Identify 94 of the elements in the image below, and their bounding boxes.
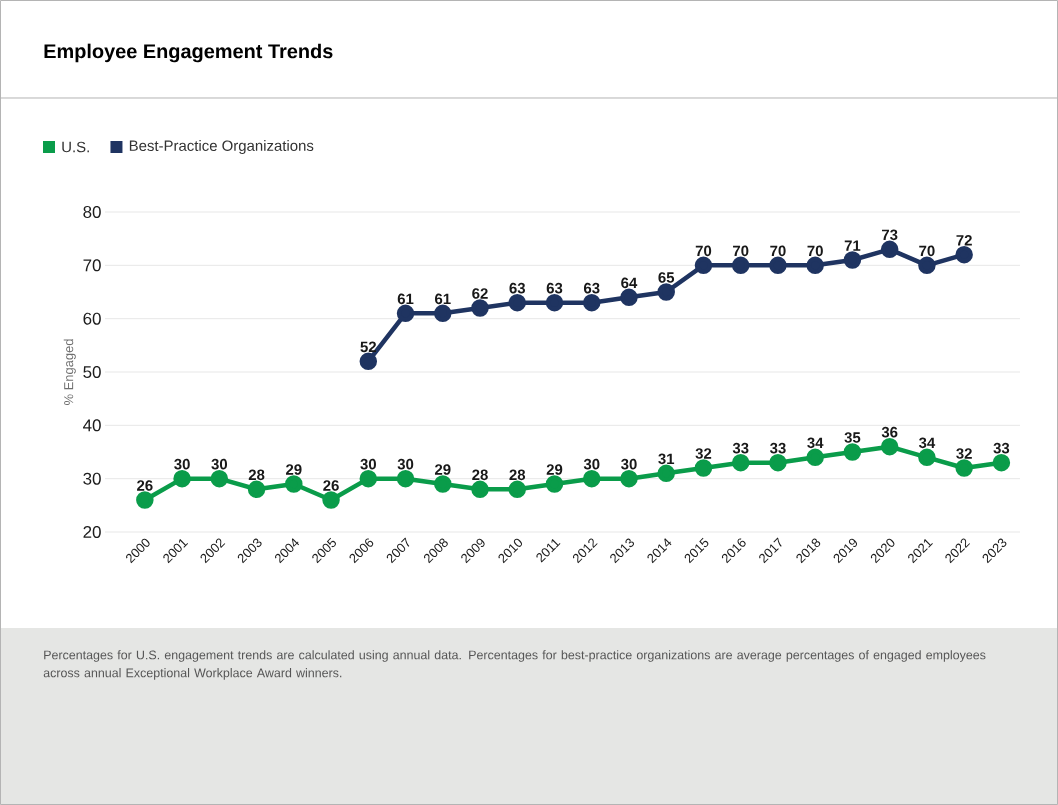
text: Percentages for U.S. engagement trends are calculated using annual data. Percentages for best-practice organizations are average percentages of engaged employees across annual Exceptional Workplace Award winners. (43, 650, 986, 680)
point (582, 293, 601, 312)
data-label: 72 (956, 235, 972, 246)
data-label: 34 (807, 437, 824, 449)
point (955, 459, 973, 477)
data-label: 63 (583, 282, 600, 294)
legend-label: U.S. (62, 141, 89, 153)
point (843, 251, 862, 269)
point (657, 464, 675, 483)
point (657, 283, 675, 301)
point (769, 256, 787, 275)
point (359, 469, 378, 488)
point (247, 480, 266, 499)
data-label: 70 (919, 245, 935, 257)
data-label: 26 (323, 480, 339, 491)
data-label: 33 (769, 442, 786, 454)
data-label: 29 (286, 464, 302, 475)
data-label: 63 (509, 282, 526, 294)
data-label: 28 (248, 469, 265, 481)
point (620, 469, 638, 488)
chart-title: Employee Engagement Trends (44, 43, 333, 63)
data-label: 70 (695, 245, 712, 257)
data-label: 30 (621, 458, 637, 470)
y-tick-label: 80 (83, 206, 101, 218)
data-label: 28 (509, 469, 526, 481)
y-axis-title: % Engaged (63, 339, 76, 406)
data-label: 28 (472, 469, 488, 481)
data-label: 32 (695, 448, 712, 459)
data-label: 30 (211, 458, 228, 470)
point (396, 469, 415, 488)
data-label: 33 (993, 442, 1010, 454)
point (210, 469, 229, 488)
point (285, 475, 303, 493)
point (769, 453, 787, 472)
point (694, 256, 713, 275)
data-label: 73 (882, 229, 898, 241)
y-tick-label: 20 (83, 526, 101, 538)
point (471, 480, 489, 499)
data-label: 64 (621, 277, 638, 289)
data-label: 70 (733, 245, 749, 257)
point (434, 475, 452, 493)
data-label: 29 (434, 464, 451, 475)
data-label: 33 (732, 442, 749, 454)
point (620, 288, 638, 307)
point (918, 448, 936, 467)
data-label: 29 (546, 464, 563, 475)
y-tick-label: 60 (83, 312, 101, 325)
data-label: 61 (435, 293, 451, 305)
data-label: 34 (918, 437, 936, 449)
data-label: 71 (844, 240, 861, 251)
point (545, 475, 564, 493)
point (880, 240, 899, 259)
point (694, 459, 713, 477)
point (992, 453, 1011, 472)
data-label: 32 (956, 448, 972, 459)
point (434, 304, 452, 323)
point (136, 491, 154, 509)
point (396, 304, 415, 323)
y-tick-label: 50 (83, 366, 101, 378)
point (322, 491, 340, 509)
point (731, 453, 750, 472)
point (806, 256, 824, 275)
y-tick-label: 30 (83, 472, 101, 485)
data-label: 35 (844, 432, 861, 443)
point (806, 448, 824, 467)
point (545, 293, 564, 312)
point (582, 469, 601, 488)
y-tick-label: 40 (83, 419, 101, 432)
data-label: 62 (472, 288, 488, 299)
point (508, 293, 527, 312)
data-label: 30 (174, 458, 190, 470)
point (880, 437, 899, 456)
point (955, 245, 973, 264)
data-label: 61 (397, 293, 414, 305)
y-tick-label: 70 (83, 259, 101, 272)
point (173, 469, 191, 488)
point (359, 352, 378, 371)
point (918, 256, 936, 275)
data-label: 65 (658, 272, 675, 283)
data-label: 52 (360, 341, 376, 353)
data-label: 26 (137, 480, 153, 491)
data-label: 30 (360, 458, 376, 470)
legend-label: Best-Practice Organizations (129, 140, 314, 154)
data-label: 70 (807, 245, 823, 257)
point (731, 256, 750, 275)
data-label: 70 (770, 245, 786, 257)
point (471, 299, 489, 317)
data-label: 31 (658, 453, 675, 465)
point (508, 480, 527, 499)
data-label: 30 (397, 458, 414, 470)
data-label: 36 (881, 426, 898, 438)
data-label: 30 (583, 458, 600, 470)
data-label: 63 (546, 282, 563, 294)
point (843, 443, 862, 461)
